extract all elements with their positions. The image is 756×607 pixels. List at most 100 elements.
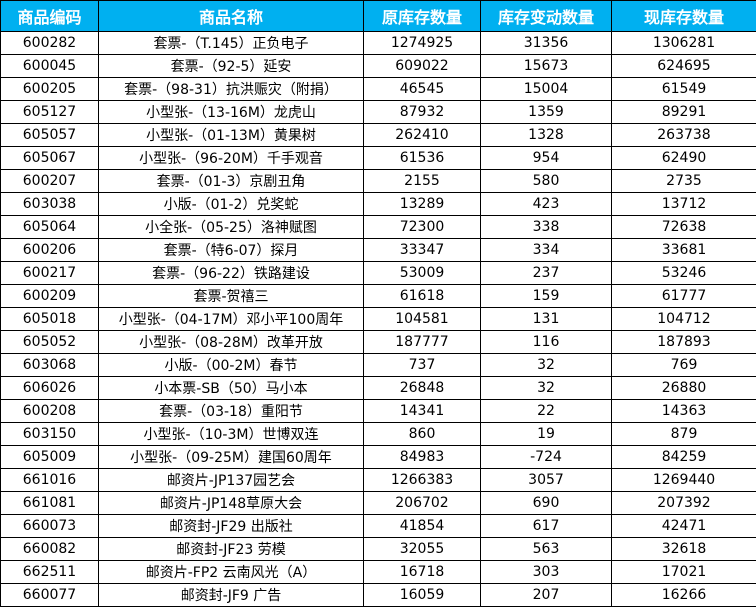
cell-product-code[interactable]: 600205 bbox=[1, 78, 99, 101]
cell-original-stock[interactable]: 737 bbox=[364, 354, 481, 377]
cell-product-name[interactable]: 小型张-（01-13M）黄果树 bbox=[99, 124, 364, 147]
cell-product-name[interactable]: 小型张-（96-20M）千手观音 bbox=[99, 147, 364, 170]
cell-current-stock[interactable]: 187893 bbox=[612, 331, 756, 354]
cell-current-stock[interactable]: 26880 bbox=[612, 377, 756, 400]
cell-original-stock[interactable]: 262410 bbox=[364, 124, 481, 147]
header-product-name[interactable]: 商品名称 bbox=[99, 1, 364, 32]
cell-original-stock[interactable]: 609022 bbox=[364, 55, 481, 78]
cell-current-stock[interactable]: 61777 bbox=[612, 285, 756, 308]
cell-original-stock[interactable]: 87932 bbox=[364, 101, 481, 124]
cell-original-stock[interactable]: 860 bbox=[364, 423, 481, 446]
cell-original-stock[interactable]: 46545 bbox=[364, 78, 481, 101]
cell-original-stock[interactable]: 1266383 bbox=[364, 469, 481, 492]
cell-current-stock[interactable]: 89291 bbox=[612, 101, 756, 124]
cell-stock-change[interactable]: 22 bbox=[481, 400, 612, 423]
cell-stock-change[interactable]: 580 bbox=[481, 170, 612, 193]
cell-original-stock[interactable]: 61536 bbox=[364, 147, 481, 170]
cell-product-code[interactable]: 606026 bbox=[1, 377, 99, 400]
cell-product-code[interactable]: 603068 bbox=[1, 354, 99, 377]
cell-stock-change[interactable]: 19 bbox=[481, 423, 612, 446]
cell-product-code[interactable]: 605052 bbox=[1, 331, 99, 354]
cell-product-name[interactable]: 邮资封-JF9 广告 bbox=[99, 584, 364, 607]
cell-product-name[interactable]: 小型张-（04-17M）邓小平100周年 bbox=[99, 308, 364, 331]
cell-original-stock[interactable]: 84983 bbox=[364, 446, 481, 469]
cell-product-name[interactable]: 小型张-（09-25M）建国60周年 bbox=[99, 446, 364, 469]
cell-stock-change[interactable]: 31356 bbox=[481, 32, 612, 55]
cell-current-stock[interactable]: 61549 bbox=[612, 78, 756, 101]
cell-product-name[interactable]: 小版-（00-2M）春节 bbox=[99, 354, 364, 377]
cell-product-code[interactable]: 605127 bbox=[1, 101, 99, 124]
cell-current-stock[interactable]: 624695 bbox=[612, 55, 756, 78]
header-current-stock[interactable]: 现库存数量 bbox=[612, 1, 756, 32]
cell-current-stock[interactable]: 17021 bbox=[612, 561, 756, 584]
cell-current-stock[interactable]: 879 bbox=[612, 423, 756, 446]
cell-product-code[interactable]: 605064 bbox=[1, 216, 99, 239]
cell-product-name[interactable]: 邮资封-JF29 出版社 bbox=[99, 515, 364, 538]
cell-current-stock[interactable]: 84259 bbox=[612, 446, 756, 469]
cell-product-name[interactable]: 套票-（98-31）抗洪赈灾（附捐） bbox=[99, 78, 364, 101]
cell-current-stock[interactable]: 53246 bbox=[612, 262, 756, 285]
cell-stock-change[interactable]: 954 bbox=[481, 147, 612, 170]
cell-current-stock[interactable]: 33681 bbox=[612, 239, 756, 262]
cell-product-code[interactable]: 600217 bbox=[1, 262, 99, 285]
cell-product-name[interactable]: 小版-（01-2）兑奖蛇 bbox=[99, 193, 364, 216]
cell-product-code[interactable]: 603038 bbox=[1, 193, 99, 216]
cell-stock-change[interactable]: 1359 bbox=[481, 101, 612, 124]
cell-original-stock[interactable]: 16718 bbox=[364, 561, 481, 584]
cell-stock-change[interactable]: 423 bbox=[481, 193, 612, 216]
cell-stock-change[interactable]: 15004 bbox=[481, 78, 612, 101]
cell-product-code[interactable]: 600282 bbox=[1, 32, 99, 55]
cell-product-code[interactable]: 660082 bbox=[1, 538, 99, 561]
cell-current-stock[interactable]: 62490 bbox=[612, 147, 756, 170]
cell-stock-change[interactable]: 617 bbox=[481, 515, 612, 538]
cell-original-stock[interactable]: 13289 bbox=[364, 193, 481, 216]
cell-stock-change[interactable]: 159 bbox=[481, 285, 612, 308]
cell-stock-change[interactable]: 32 bbox=[481, 377, 612, 400]
cell-product-name[interactable]: 套票-（92-5）延安 bbox=[99, 55, 364, 78]
cell-product-name[interactable]: 套票-（特6-07）探月 bbox=[99, 239, 364, 262]
cell-stock-change[interactable]: 116 bbox=[481, 331, 612, 354]
cell-product-code[interactable]: 600209 bbox=[1, 285, 99, 308]
cell-current-stock[interactable]: 72638 bbox=[612, 216, 756, 239]
cell-stock-change[interactable]: -724 bbox=[481, 446, 612, 469]
cell-product-code[interactable]: 605009 bbox=[1, 446, 99, 469]
cell-product-code[interactable]: 600045 bbox=[1, 55, 99, 78]
cell-original-stock[interactable]: 187777 bbox=[364, 331, 481, 354]
cell-current-stock[interactable]: 104712 bbox=[612, 308, 756, 331]
cell-product-code[interactable]: 605057 bbox=[1, 124, 99, 147]
cell-current-stock[interactable]: 263738 bbox=[612, 124, 756, 147]
cell-product-name[interactable]: 邮资片-FP2 云南风光（A） bbox=[99, 561, 364, 584]
cell-product-code[interactable]: 661016 bbox=[1, 469, 99, 492]
cell-original-stock[interactable]: 72300 bbox=[364, 216, 481, 239]
header-product-code[interactable]: 商品编码 bbox=[1, 1, 99, 32]
cell-original-stock[interactable]: 14341 bbox=[364, 400, 481, 423]
cell-stock-change[interactable]: 303 bbox=[481, 561, 612, 584]
cell-original-stock[interactable]: 33347 bbox=[364, 239, 481, 262]
cell-product-code[interactable]: 605067 bbox=[1, 147, 99, 170]
cell-current-stock[interactable]: 2735 bbox=[612, 170, 756, 193]
cell-original-stock[interactable]: 41854 bbox=[364, 515, 481, 538]
cell-stock-change[interactable]: 1328 bbox=[481, 124, 612, 147]
cell-product-name[interactable]: 小全张-（05-25）洛神赋图 bbox=[99, 216, 364, 239]
cell-original-stock[interactable]: 104581 bbox=[364, 308, 481, 331]
cell-product-name[interactable]: 小型张-（13-16M）龙虎山 bbox=[99, 101, 364, 124]
cell-product-code[interactable]: 600208 bbox=[1, 400, 99, 423]
cell-stock-change[interactable]: 131 bbox=[481, 308, 612, 331]
cell-current-stock[interactable]: 16266 bbox=[612, 584, 756, 607]
cell-stock-change[interactable]: 32 bbox=[481, 354, 612, 377]
cell-product-name[interactable]: 邮资片-JP148草原大会 bbox=[99, 492, 364, 515]
cell-stock-change[interactable]: 338 bbox=[481, 216, 612, 239]
cell-original-stock[interactable]: 2155 bbox=[364, 170, 481, 193]
cell-original-stock[interactable]: 32055 bbox=[364, 538, 481, 561]
cell-product-code[interactable]: 662511 bbox=[1, 561, 99, 584]
cell-product-code[interactable]: 600207 bbox=[1, 170, 99, 193]
cell-current-stock[interactable]: 42471 bbox=[612, 515, 756, 538]
cell-stock-change[interactable]: 237 bbox=[481, 262, 612, 285]
cell-current-stock[interactable]: 32618 bbox=[612, 538, 756, 561]
cell-product-name[interactable]: 套票-（01-3）京剧丑角 bbox=[99, 170, 364, 193]
cell-product-name[interactable]: 邮资片-JP137园艺会 bbox=[99, 469, 364, 492]
cell-original-stock[interactable]: 53009 bbox=[364, 262, 481, 285]
cell-stock-change[interactable]: 690 bbox=[481, 492, 612, 515]
cell-original-stock[interactable]: 206702 bbox=[364, 492, 481, 515]
header-stock-change[interactable]: 库存变动数量 bbox=[481, 1, 612, 32]
